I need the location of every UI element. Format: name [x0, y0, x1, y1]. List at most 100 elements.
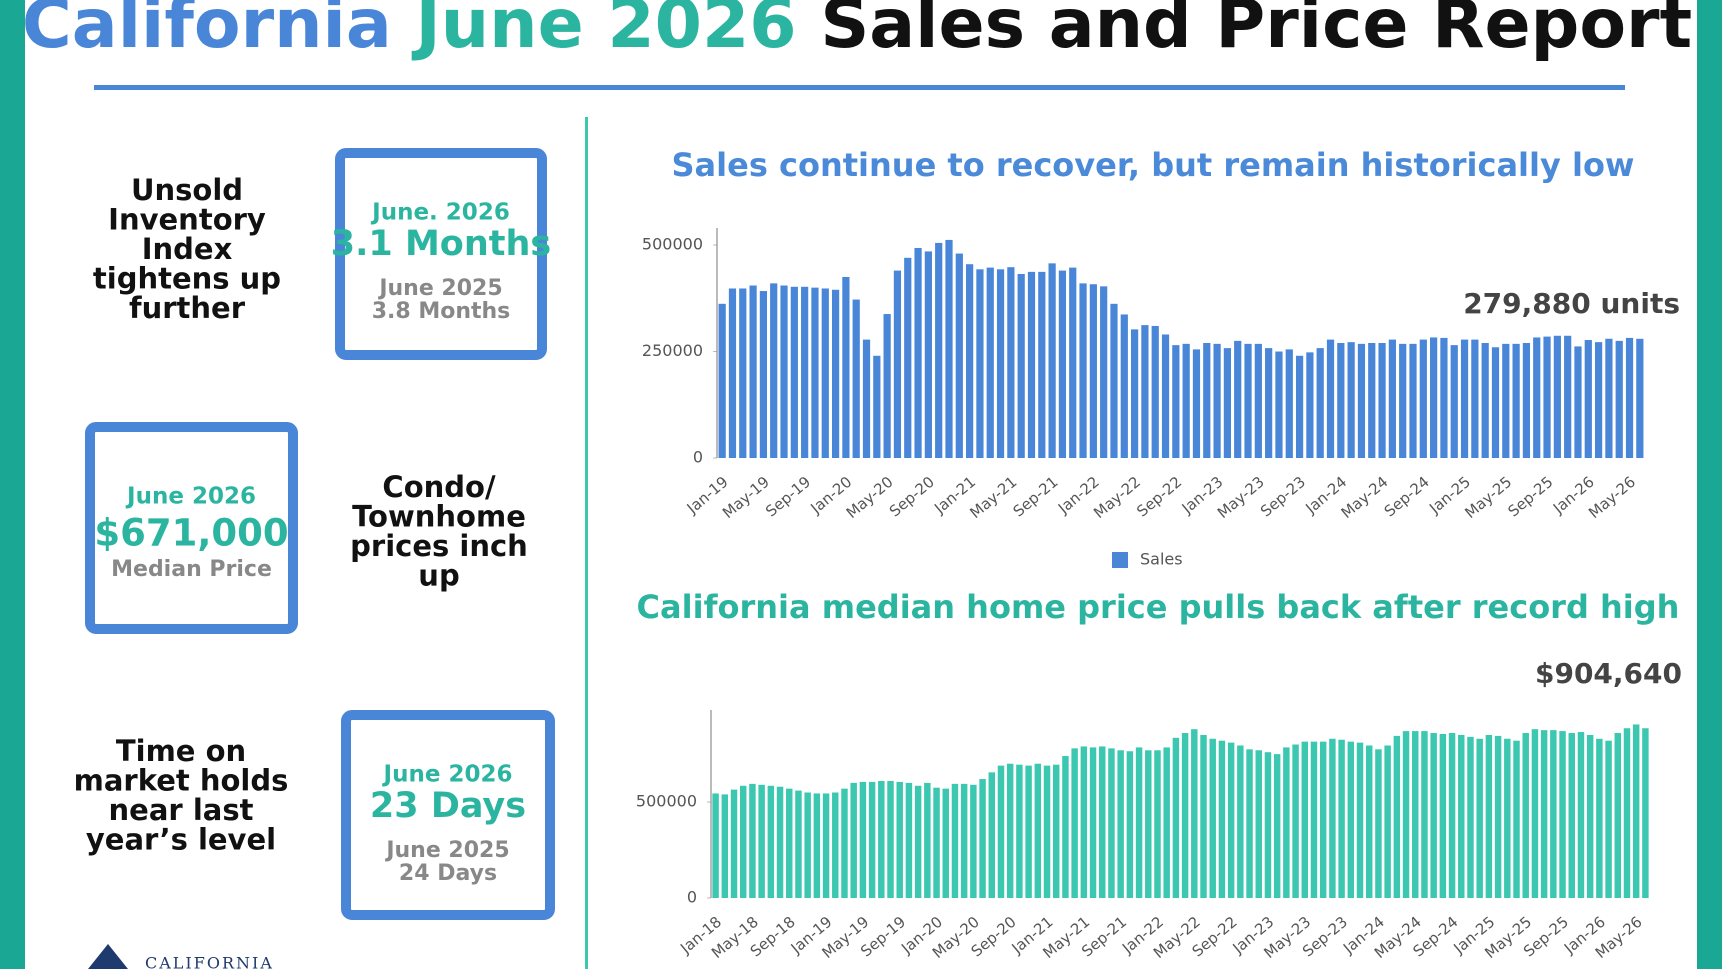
bar: [1117, 750, 1124, 898]
bar: [1227, 742, 1235, 898]
bar: [1458, 734, 1465, 898]
bar: [1079, 283, 1087, 458]
box-compare: June 2025: [384, 838, 509, 863]
bar: [976, 269, 984, 458]
bar: [1218, 740, 1226, 898]
bar: [873, 355, 881, 458]
bar: [1203, 343, 1211, 458]
legend-label: Sales: [1140, 550, 1183, 569]
bar: [933, 787, 940, 898]
y-tick-label: 500000: [642, 235, 703, 254]
bar: [1388, 339, 1396, 458]
bar: [914, 248, 922, 458]
y-tick-label: 0: [687, 888, 697, 907]
bar: [1285, 349, 1293, 458]
bar: [811, 287, 819, 458]
bar: [1151, 325, 1159, 458]
bar: [841, 788, 848, 898]
bar: [979, 779, 986, 898]
bar: [1254, 343, 1262, 458]
bar: [780, 285, 788, 458]
bar: [739, 288, 747, 458]
bar: [1213, 343, 1221, 458]
bar: [842, 276, 850, 458]
bar: [1154, 750, 1161, 898]
border-right: [1697, 0, 1722, 969]
bar: [1485, 734, 1493, 898]
bar: [955, 253, 963, 458]
y-tick-label: 0: [693, 448, 703, 467]
bar: [1337, 343, 1345, 458]
bar: [1182, 343, 1190, 458]
x-tick-label: May-20: [843, 473, 897, 522]
bar: [1448, 733, 1456, 898]
bar: [1126, 751, 1134, 898]
bar: [1200, 734, 1207, 898]
bar: [758, 784, 765, 898]
bar: [1574, 346, 1582, 458]
bar: [795, 790, 802, 898]
bar: [1089, 747, 1097, 898]
bar: [1421, 731, 1428, 898]
logo-text: CALIFORNIA: [145, 954, 274, 969]
bar: [1502, 343, 1510, 458]
bar: [966, 264, 974, 458]
bar: [1632, 724, 1640, 898]
bar: [1605, 338, 1613, 458]
bar: [1264, 752, 1272, 898]
bar: [1368, 343, 1376, 458]
caption-line: Index: [142, 232, 233, 266]
bar: [1329, 738, 1336, 898]
x-tick-label: Sep-22: [1133, 473, 1185, 521]
bar: [1430, 337, 1438, 458]
x-tick-label: Sep-19: [762, 473, 814, 521]
bar: [728, 288, 737, 458]
bar: [1419, 339, 1427, 458]
bar: [1513, 740, 1520, 898]
bar: [986, 267, 994, 458]
caption-line: Time on: [116, 734, 246, 768]
bar: [1062, 756, 1069, 898]
caption-line: Condo/: [382, 470, 496, 504]
bar: [1069, 267, 1077, 458]
bar: [1100, 286, 1108, 458]
bar: [1007, 267, 1015, 458]
logo-icon: [88, 944, 128, 969]
bar: [1494, 735, 1502, 898]
bar: [1310, 741, 1318, 898]
bar: [883, 314, 891, 458]
bar: [1319, 741, 1327, 898]
bar: [776, 786, 784, 898]
bar: [1027, 271, 1036, 458]
caption-line: up: [418, 559, 459, 593]
bar: [914, 785, 922, 898]
bar: [1071, 748, 1078, 898]
bar: [770, 283, 778, 458]
bar: [1295, 355, 1304, 458]
x-tick-label: May-26: [1585, 473, 1639, 522]
bar: [1161, 334, 1170, 458]
bar: [1471, 339, 1479, 458]
caption-line: Townhome: [352, 500, 526, 534]
bar: [1636, 338, 1644, 458]
x-tick-label: May-22: [1090, 473, 1144, 522]
bar: [1347, 741, 1355, 898]
x-tick-label: Sep-24: [1381, 473, 1433, 521]
bar: [1244, 343, 1252, 458]
bar: [1543, 336, 1551, 458]
box-compare: 24 Days: [399, 861, 497, 886]
bar: [1209, 738, 1216, 898]
bar: [1568, 733, 1575, 898]
title-part: June 2026: [411, 0, 796, 64]
bar: [942, 788, 949, 898]
bar: [1512, 343, 1520, 458]
bar: [924, 782, 931, 898]
divider: [585, 117, 588, 969]
bar: [850, 782, 857, 898]
bar: [759, 291, 768, 458]
chart-title: California median home price pulls back …: [637, 588, 1680, 626]
border-left: [0, 0, 25, 969]
bar: [996, 269, 1005, 458]
